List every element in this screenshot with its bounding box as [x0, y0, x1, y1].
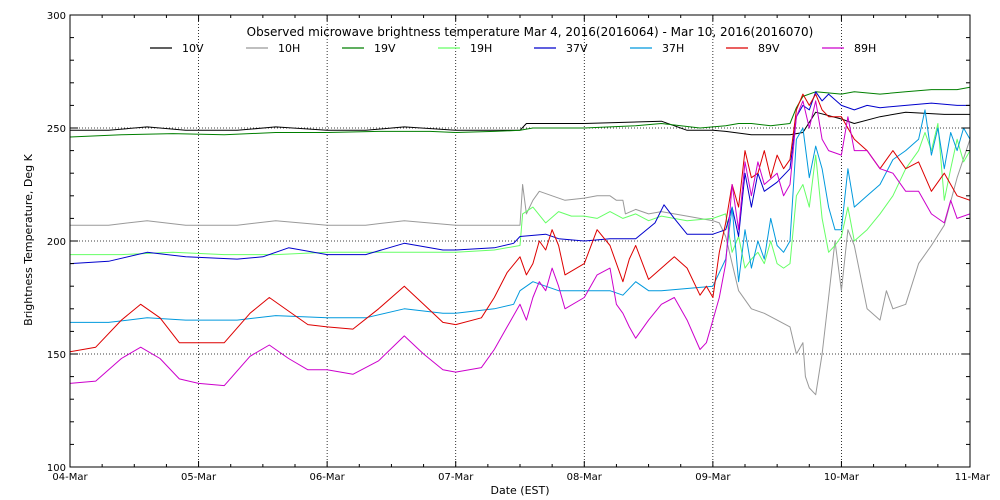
- series-line-89v: [70, 93, 970, 353]
- y-tick-label: 300: [47, 11, 66, 22]
- axes-layer: 04-Mar 05-Mar 06-Mar 07-Mar 08-Mar 09-Mar 10-M…: [47, 11, 991, 483]
- y-axis-title: Brightness Temperature, Deg K: [22, 153, 35, 325]
- legend-label-19v: 19V: [374, 42, 396, 55]
- y-tick-label: 100: [47, 463, 66, 474]
- y-tick-label: 200: [47, 237, 66, 248]
- series-line-19v: [70, 86, 970, 138]
- y-tick-label: 150: [47, 350, 66, 361]
- x-tick-label: 05-Mar: [181, 472, 217, 483]
- series-line-89h: [70, 100, 970, 387]
- legend-label-19h: 19H: [470, 42, 492, 55]
- x-tick-label: 07-Mar: [438, 472, 474, 483]
- legend-label-89v: 89V: [758, 42, 780, 55]
- x-tick-label: 04-Mar: [52, 472, 88, 483]
- y-tick-label: 250: [47, 124, 66, 135]
- x-tick-label: 06-Mar: [310, 472, 346, 483]
- legend: 10V 10H 19V 19H 37V 37H 89V 89H: [150, 42, 876, 55]
- legend-label-10v: 10V: [182, 42, 204, 55]
- legend-label-37v: 37V: [566, 42, 588, 55]
- legend-label-89h: 89H: [854, 42, 876, 55]
- x-tick-label: 11-Mar: [955, 472, 991, 483]
- x-tick-label: 08-Mar: [567, 472, 603, 483]
- series-line-37v: [70, 91, 970, 265]
- legend-label-10h: 10H: [278, 42, 300, 55]
- series-line-19h: [70, 123, 970, 269]
- legend-label-37h: 37H: [662, 42, 684, 55]
- x-axis-title: Date (EST): [490, 484, 549, 497]
- chart-title: Observed microwave brightness temperatur…: [247, 25, 814, 39]
- series-layer: [70, 86, 970, 396]
- x-tick-label: 10-Mar: [824, 472, 860, 483]
- x-tick-label: 09-Mar: [695, 472, 731, 483]
- series-line-10h: [70, 139, 970, 396]
